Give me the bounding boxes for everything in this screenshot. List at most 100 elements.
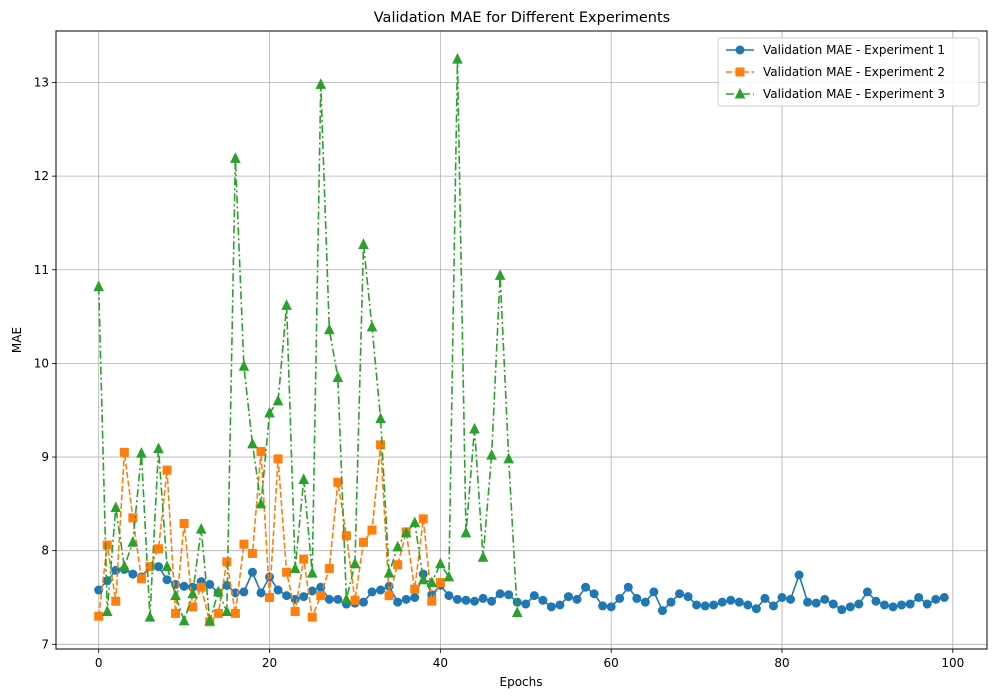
data-point [717,597,727,607]
data-point [273,454,283,464]
data-point [581,582,591,592]
data-point [768,601,778,611]
x-tick-label: 0 [95,656,103,670]
data-point [367,525,377,535]
data-point [640,597,650,607]
data-point [376,585,386,595]
data-point [332,371,344,382]
data-point [939,593,949,602]
data-point [914,593,924,602]
data-point [205,579,215,589]
x-tick-label: 40 [433,656,448,670]
data-point [726,595,736,605]
legend-label: Validation MAE - Experiment 3 [763,87,945,101]
data-point [341,531,351,541]
data-point [503,452,514,464]
data-point [222,557,232,567]
data-point [828,599,838,609]
data-point [632,593,642,603]
data-point [794,570,804,580]
data-point [871,596,881,606]
data-point [461,595,471,605]
data-point [417,573,429,585]
data-point [880,600,890,610]
data-point [178,614,190,626]
data-point [111,565,121,575]
data-point [324,323,335,335]
y-tick-label: 11 [34,263,49,277]
data-point [811,598,821,608]
data-point [589,589,599,599]
data-point [444,591,454,601]
data-point [743,600,753,610]
grid [56,31,987,649]
data-point [427,596,437,606]
data-point [922,599,932,609]
data-point [188,602,198,612]
y-tick-label: 10 [34,356,49,370]
data-point [735,45,745,55]
data-point [333,477,343,487]
data-point [153,562,163,572]
data-point [700,601,710,611]
data-point [837,605,847,615]
data-point [897,600,907,610]
data-point [657,606,667,616]
data-point [324,594,334,604]
data-point [649,587,659,597]
data-point [273,585,283,595]
y-tick-label: 7 [41,637,49,651]
data-point [435,557,446,569]
data-point [179,581,189,591]
data-point [247,548,257,558]
data-point [239,587,249,597]
series-3 [93,52,523,626]
data-point [324,563,334,573]
data-point [862,587,872,597]
chart-title: Validation MAE for Different Experiments [374,10,670,26]
data-point [760,593,770,603]
data-point [529,591,539,601]
data-point [786,594,796,604]
data-point [735,67,745,77]
data-point [333,594,343,604]
data-point [238,360,250,371]
x-tick-label: 60 [604,656,619,670]
data-point [128,569,138,579]
data-point [102,540,112,550]
data-point [777,593,787,602]
data-point [196,582,206,592]
data-point [477,551,489,562]
data-point [443,570,455,582]
data-point [94,585,104,595]
data-point [307,612,317,622]
data-point [136,574,146,584]
legend: Validation MAE - Experiment 1 Validation … [717,37,980,107]
data-point [435,578,445,588]
data-point [289,562,301,573]
data-point [452,594,462,604]
data-point [170,589,181,601]
data-point [358,597,368,607]
data-point [709,600,719,610]
data-point [119,447,129,457]
data-point [290,607,300,617]
data-point [392,540,403,552]
data-point [179,519,189,529]
data-point [487,596,497,606]
data-point [504,590,514,600]
legend-entry-2: Validation MAE - Experiment 2 [726,65,945,79]
data-point [144,611,156,622]
x-tick-label: 100 [941,656,964,670]
data-point [247,437,258,449]
data-point [367,587,377,597]
x-tick-label: 80 [774,656,789,670]
data-point [845,602,855,612]
data-point [888,602,898,612]
data-point [272,394,284,406]
data-point [400,526,412,538]
data-point [854,599,864,609]
data-point [230,608,240,618]
data-point [298,473,310,485]
